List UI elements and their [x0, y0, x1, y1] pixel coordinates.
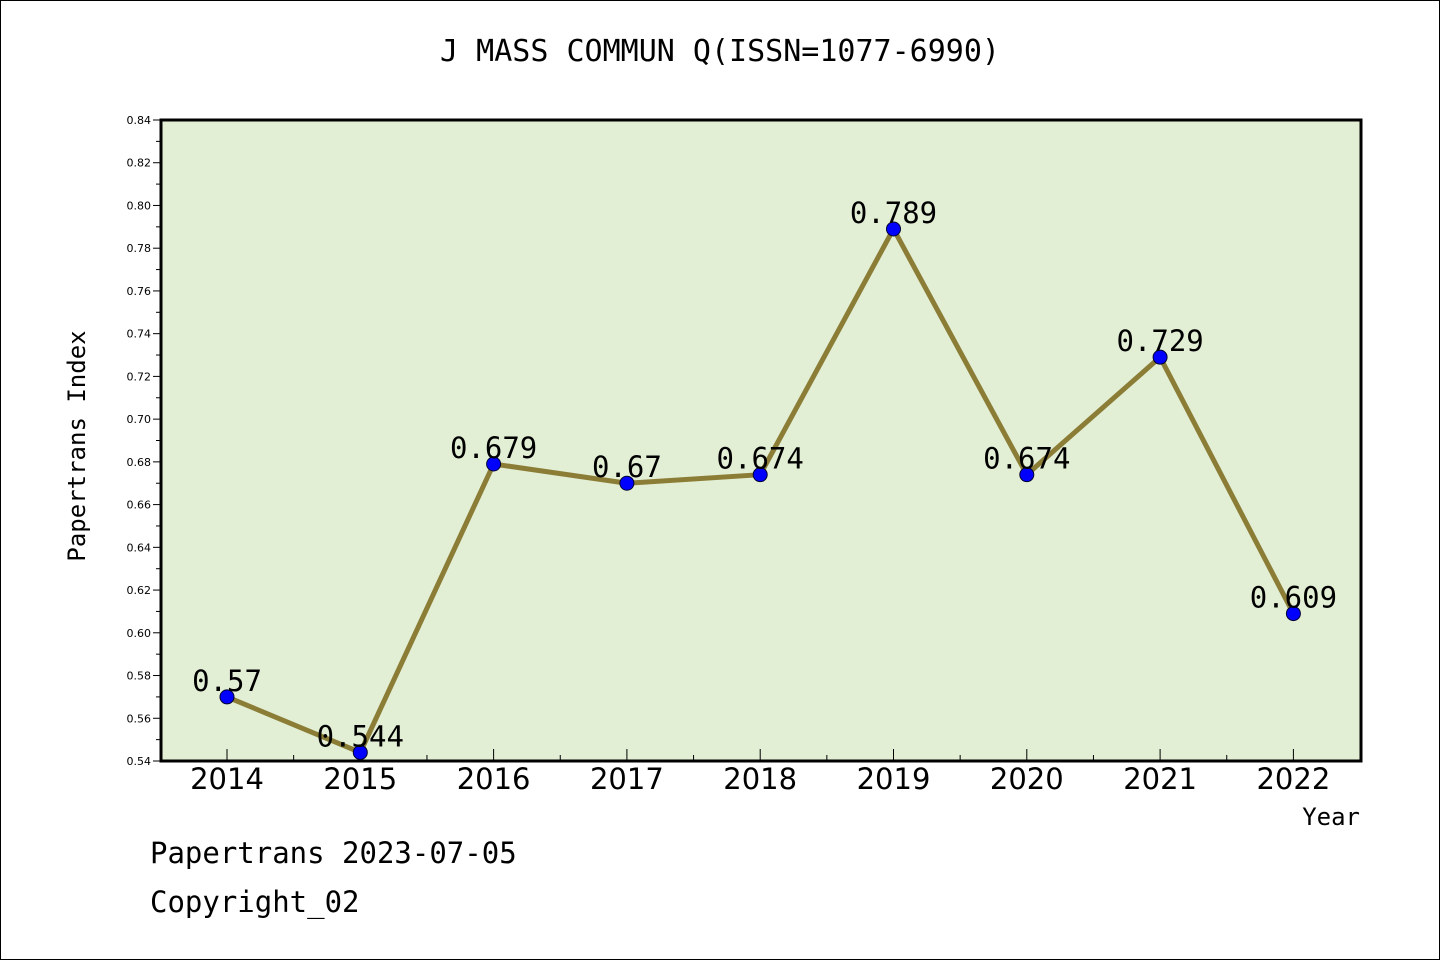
footer-copyright: Copyright_02 — [150, 885, 360, 919]
y-tick-label: 0.66 — [127, 499, 152, 512]
data-point — [486, 456, 502, 472]
y-tick-label: 0.60 — [127, 627, 152, 640]
x-tick-label: 2017 — [590, 762, 664, 796]
data-label: 0.544 — [317, 719, 404, 753]
chart-title: J MASS COMMUN Q(ISSN=1077-6990) — [440, 34, 1000, 69]
footer-source: Papertrans 2023-07-05 — [150, 836, 517, 870]
y-tick-label: 0.74 — [127, 328, 152, 341]
data-point — [219, 689, 235, 705]
y-tick-label: 0.76 — [127, 285, 152, 298]
x-tick-label: 2019 — [857, 762, 931, 796]
y-tick-label: 0.54 — [127, 755, 152, 768]
x-axis-title: Year — [1302, 803, 1360, 831]
data-label: 0.729 — [1116, 324, 1203, 358]
data-point — [352, 744, 368, 760]
plot-area — [159, 118, 1363, 763]
y-tick-label: 0.82 — [127, 157, 152, 170]
y-tick-label: 0.70 — [127, 413, 152, 426]
data-point — [1285, 606, 1301, 622]
data-label: 0.674 — [717, 442, 804, 476]
data-label: 0.789 — [850, 196, 937, 230]
data-label: 0.57 — [192, 664, 262, 698]
x-tick-label: 2016 — [457, 762, 531, 796]
y-tick-label: 0.84 — [127, 114, 152, 127]
x-tick-label: 2021 — [1123, 762, 1197, 796]
x-tick-label: 2020 — [990, 762, 1064, 796]
x-tick-label: 2022 — [1256, 762, 1330, 796]
y-tick-label: 0.78 — [127, 242, 152, 255]
y-tick-label: 0.58 — [127, 670, 152, 683]
y-tick-label: 0.64 — [127, 541, 152, 554]
data-label: 0.609 — [1250, 581, 1337, 615]
series-markers — [219, 221, 1301, 760]
y-tick-label: 0.68 — [127, 456, 152, 469]
data-point — [1019, 467, 1035, 483]
y-tick-label: 0.72 — [127, 370, 152, 383]
data-label: 0.679 — [450, 431, 537, 465]
x-tick-label: 2018 — [723, 762, 797, 796]
data-point — [1152, 349, 1168, 365]
data-point — [886, 221, 901, 237]
data-point — [619, 475, 635, 491]
y-tick-label: 0.62 — [127, 584, 152, 597]
x-axis: 2014 2015 2016 2017 2018 2019 2020 2021 2022 — [190, 749, 1330, 796]
x-tick-label: 2014 — [190, 762, 264, 796]
data-label: 0.674 — [983, 442, 1070, 476]
data-label: 0.67 — [592, 450, 662, 484]
y-axis: 0.54 0.56 0.58 0.60 0.62 0.64 0.66 0.68 0.70 0.72… — [127, 114, 161, 768]
x-tick-label: 2015 — [323, 762, 397, 796]
data-labels: 0.57 0.544 0.679 0.67 0.674 0.789 0.674 0.729 0.… — [192, 196, 1337, 753]
y-tick-label: 0.56 — [127, 712, 152, 725]
y-tick-label: 0.80 — [127, 199, 152, 212]
y-axis-title: Papertrans Index — [63, 330, 91, 561]
data-point — [752, 467, 768, 483]
